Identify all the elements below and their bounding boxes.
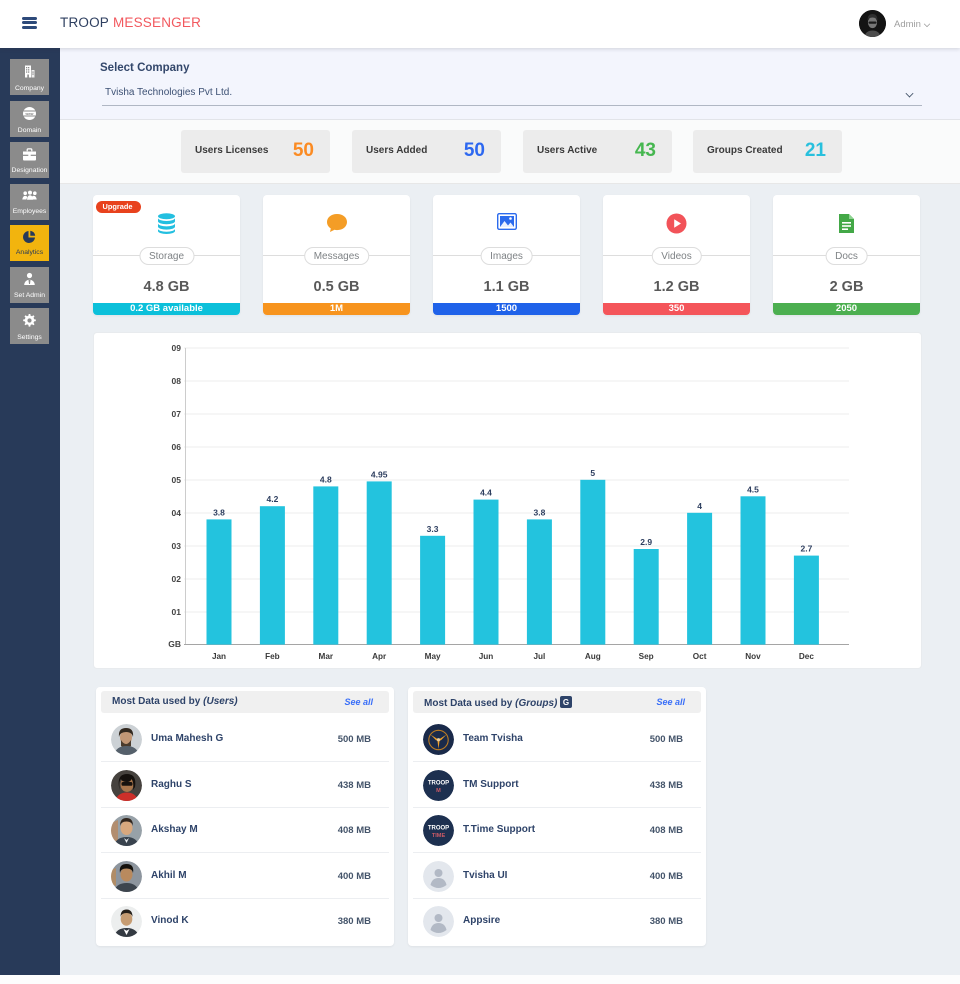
svg-text:M: M: [436, 788, 441, 794]
svg-text:3.8: 3.8: [213, 507, 225, 517]
svg-text:TROOP: TROOP: [428, 781, 449, 787]
svg-text:09: 09: [172, 343, 182, 353]
svg-text:Nov: Nov: [745, 652, 761, 661]
svg-text:08: 08: [172, 376, 182, 386]
svg-text:2.7: 2.7: [800, 544, 812, 554]
svg-text:2.9: 2.9: [640, 537, 652, 547]
svg-text:Jan: Jan: [212, 652, 226, 661]
svg-text:4.8: 4.8: [320, 474, 332, 484]
svg-text:5: 5: [590, 468, 595, 478]
svg-text:4.95: 4.95: [371, 469, 388, 479]
svg-text:07: 07: [172, 409, 182, 419]
svg-text:Jun: Jun: [479, 652, 494, 661]
svg-text:May: May: [425, 652, 441, 661]
svg-text:04: 04: [172, 508, 182, 518]
svg-text:01: 01: [172, 607, 182, 617]
svg-text:Aug: Aug: [585, 652, 601, 661]
svg-text:GB: GB: [168, 639, 181, 649]
svg-text:Mar: Mar: [319, 652, 334, 661]
svg-text:4: 4: [697, 501, 702, 511]
svg-text:Oct: Oct: [693, 652, 707, 661]
svg-text:Sep: Sep: [639, 652, 654, 661]
svg-text:06: 06: [172, 442, 182, 452]
svg-text:Jul: Jul: [533, 652, 545, 661]
svg-text:Feb: Feb: [265, 652, 280, 661]
svg-text:4.5: 4.5: [747, 484, 759, 494]
svg-text:www: www: [25, 112, 34, 116]
svg-text:03: 03: [172, 541, 182, 551]
svg-text:G: G: [563, 698, 569, 707]
svg-text:3.3: 3.3: [427, 524, 439, 534]
svg-text:3.8: 3.8: [533, 507, 545, 517]
svg-text:TROOP: TROOP: [428, 826, 449, 832]
svg-text:02: 02: [172, 574, 182, 584]
svg-text:TIME: TIME: [432, 833, 446, 839]
svg-text:Apr: Apr: [372, 652, 387, 661]
svg-text:Dec: Dec: [799, 652, 814, 661]
svg-text:4.4: 4.4: [480, 488, 492, 498]
svg-text:05: 05: [172, 475, 182, 485]
svg-text:4.2: 4.2: [266, 494, 278, 504]
